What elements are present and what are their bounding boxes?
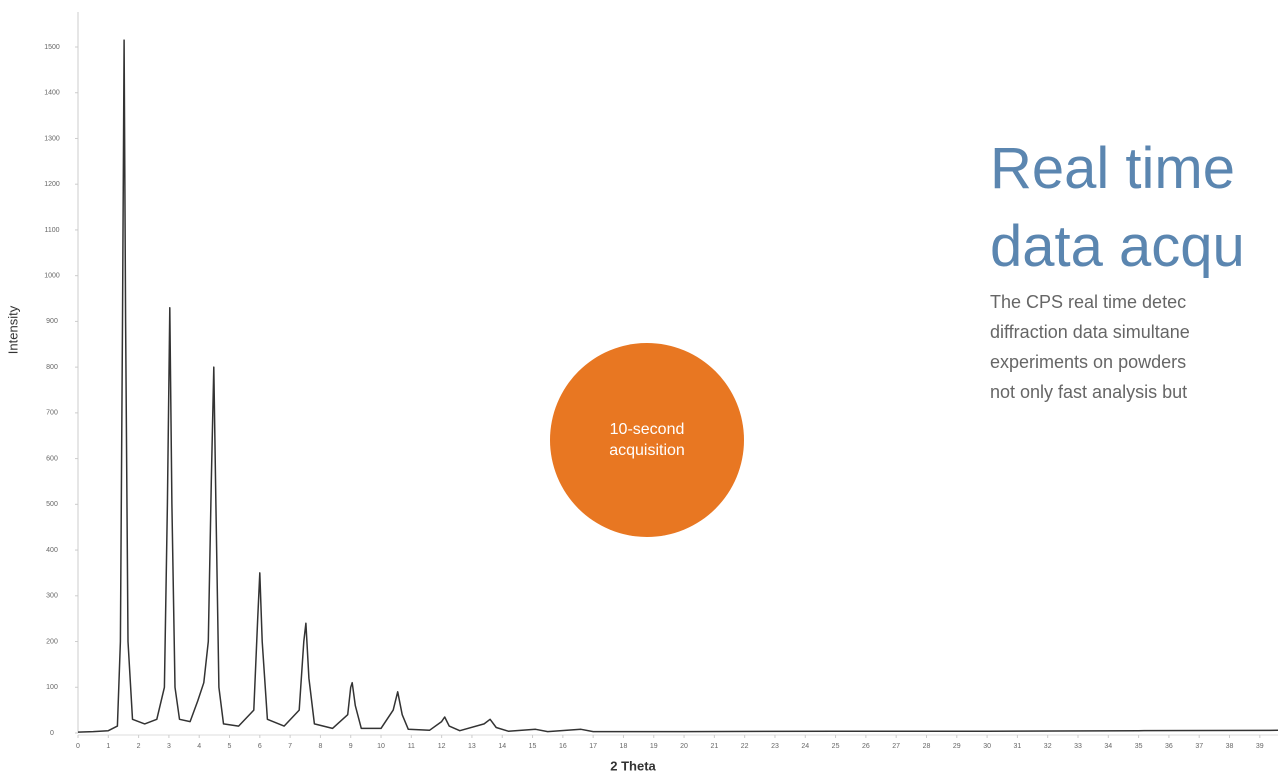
body-line: The CPS real time detec <box>990 292 1187 312</box>
x-tick-label: 28 <box>923 743 931 750</box>
body-line: experiments on powders <box>990 352 1187 372</box>
x-tick-label: 16 <box>559 743 567 750</box>
x-tick-label: 3 <box>167 743 171 750</box>
x-tick-label: 2 <box>137 743 141 750</box>
x-tick-label: 7 <box>288 743 292 750</box>
x-tick-label: 29 <box>953 743 961 750</box>
x-tick-label: 13 <box>468 743 476 750</box>
x-tick-label: 18 <box>620 743 628 750</box>
heading-line: Real time <box>990 136 1235 201</box>
y-tick-label: 1500 <box>44 44 60 51</box>
x-tick-label: 36 <box>1165 743 1173 750</box>
y-tick-label: 1300 <box>44 135 60 142</box>
x-tick-label: 20 <box>680 743 688 750</box>
x-tick-label: 24 <box>801 743 809 750</box>
x-tick-label: 31 <box>1013 743 1021 750</box>
x-tick-label: 1 <box>106 743 110 750</box>
y-tick-label: 500 <box>46 501 58 508</box>
x-tick-label: 38 <box>1226 743 1234 750</box>
x-tick-label: 34 <box>1104 743 1112 750</box>
x-axis-label: 2 Theta <box>610 758 656 773</box>
x-tick-label: 25 <box>832 743 840 750</box>
x-tick-label: 35 <box>1135 743 1143 750</box>
y-tick-label: 900 <box>46 318 58 325</box>
x-tick-label: 4 <box>197 743 201 750</box>
x-tick-label: 10 <box>377 743 385 750</box>
x-tick-label: 39 <box>1256 743 1264 750</box>
body-text: The CPS real time detec diffraction data… <box>990 287 1278 407</box>
y-axis-label: Intensity <box>5 305 20 354</box>
x-tick-label: 33 <box>1074 743 1082 750</box>
x-tick-label: 17 <box>589 743 597 750</box>
annotation-badge: 10-second acquisition <box>550 343 744 537</box>
y-tick-label: 1000 <box>44 273 60 280</box>
x-tick-label: 6 <box>258 743 262 750</box>
x-tick-label: 9 <box>349 743 353 750</box>
y-tick-label: 1100 <box>44 227 59 234</box>
y-tick-label: 300 <box>46 593 58 600</box>
x-tick-label: 11 <box>408 743 415 750</box>
heading-line: data acqu <box>990 214 1245 279</box>
y-tick-label: 1200 <box>44 181 60 188</box>
x-tick-label: 30 <box>983 743 991 750</box>
y-tick-label: 200 <box>46 638 58 645</box>
x-tick-label: 21 <box>710 743 718 750</box>
x-tick-label: 14 <box>498 743 506 750</box>
x-tick-label: 8 <box>318 743 322 750</box>
x-tick-label: 19 <box>650 743 658 750</box>
annotation: 10-second acquisition <box>609 421 685 459</box>
heading: Real time data acqu <box>990 130 1278 286</box>
y-tick-label: 100 <box>46 684 58 691</box>
y-tick-label: 400 <box>46 547 58 554</box>
x-tick-label: 37 <box>1195 743 1203 750</box>
x-tick-label: 0 <box>76 743 80 750</box>
x-tick-label: 23 <box>771 743 779 750</box>
data-line <box>77 39 1278 733</box>
y-tick-label: 0 <box>50 730 54 737</box>
x-tick-label: 32 <box>1044 743 1052 750</box>
x-tick-label: 15 <box>529 743 537 750</box>
y-tick-label: 700 <box>46 410 58 417</box>
body-line: diffraction data simultane <box>990 322 1190 342</box>
y-tick-label: 1400 <box>44 90 60 97</box>
y-tick-label: 600 <box>46 455 58 462</box>
x-tick-label: 26 <box>862 743 870 750</box>
x-tick-label: 12 <box>438 743 446 750</box>
x-tick-label: 5 <box>228 743 232 750</box>
x-tick-label: 22 <box>741 743 749 750</box>
body-line: not only fast analysis but <box>990 382 1188 402</box>
x-tick-label: 27 <box>892 743 900 750</box>
y-tick-label: 800 <box>46 364 58 371</box>
